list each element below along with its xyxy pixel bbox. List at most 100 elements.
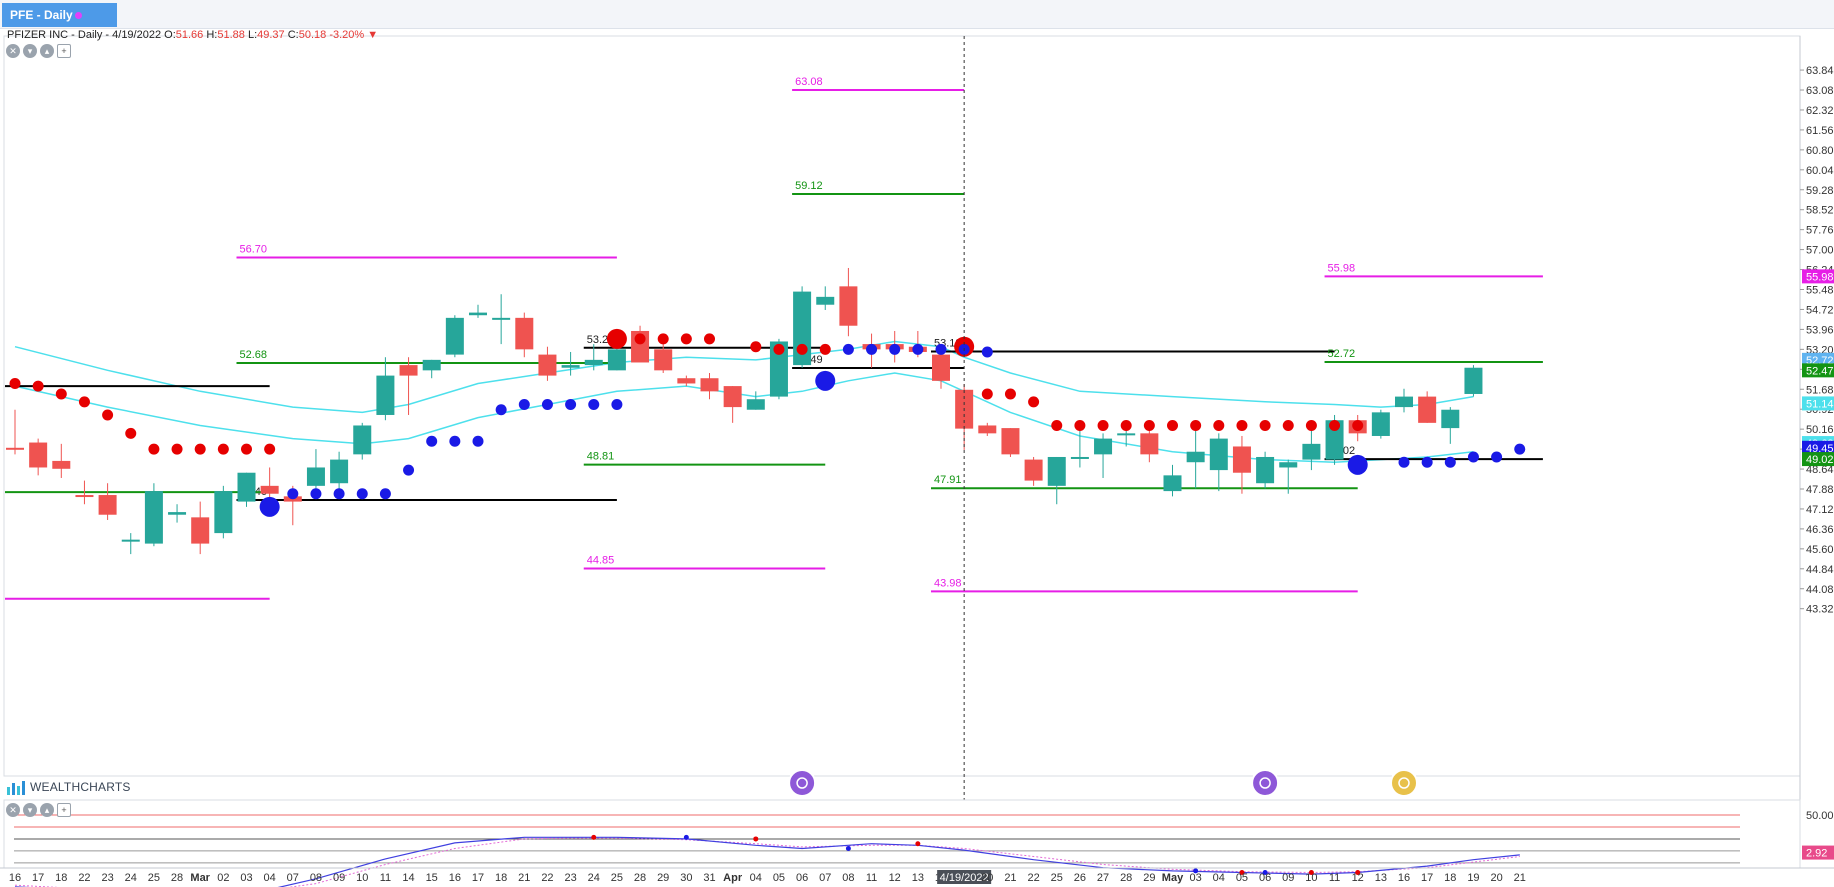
oscillator-signal-line	[14, 837, 1520, 887]
candle-bear	[75, 495, 94, 498]
indicator-settings-icon[interactable]: ▴	[40, 803, 54, 817]
y-tick-label: 44.08	[1806, 584, 1834, 596]
price-tag-label: 52.47	[1806, 365, 1834, 377]
settings-icon[interactable]: ▴	[40, 44, 54, 58]
blue-stop-dot	[866, 343, 878, 355]
candle-bear	[932, 354, 950, 381]
x-tick-label: Mar	[190, 872, 210, 884]
candle-bear	[52, 460, 71, 469]
candle-bull	[1047, 456, 1066, 486]
x-tick-label: 16	[1398, 872, 1410, 884]
level-label: 59.12	[795, 180, 823, 192]
high-value: 51.88	[217, 29, 245, 41]
blue-stop-dot	[426, 435, 438, 447]
timeframe: Daily	[77, 29, 103, 41]
red-stop-dot	[171, 443, 183, 455]
x-tick-label: 21	[518, 872, 530, 884]
level-label: 52.72	[1328, 348, 1356, 360]
oscillator-dot	[1239, 869, 1245, 875]
y-tick-label: 63.08	[1806, 85, 1834, 97]
price-pane	[3, 35, 1801, 777]
x-tick-label: 12	[1352, 872, 1364, 884]
candle-bull	[1186, 451, 1205, 463]
red-stop-dot	[1051, 419, 1063, 431]
x-tick-label: 05	[1236, 872, 1248, 884]
blue-stop-dot	[495, 404, 507, 416]
price-tag-label: 49.02	[1806, 454, 1834, 466]
candle-bear	[1140, 433, 1159, 455]
x-tick-label: 24	[588, 872, 600, 884]
x-tick-label: 11	[1329, 872, 1340, 884]
red-stop-dot	[704, 333, 715, 345]
candle-bear	[1024, 459, 1043, 481]
add-icon[interactable]: +	[57, 44, 71, 58]
y-tick-label: 53.96	[1806, 324, 1834, 336]
candle-bull	[1256, 456, 1275, 484]
red-stop-dot	[102, 409, 114, 421]
y-tick-label: 50.16	[1806, 424, 1834, 436]
y-tick-label: 51.68	[1806, 384, 1834, 396]
price-tag	[1802, 269, 1834, 284]
indicator-add-icon[interactable]: +	[57, 803, 71, 817]
remove-icon[interactable]: ✕	[6, 44, 20, 58]
blue-stop-dot	[565, 398, 577, 410]
candle-bull	[353, 425, 372, 455]
candle-bull	[1070, 456, 1089, 459]
chart-controls: ✕ ▾ ▴ +	[6, 44, 74, 62]
collapse-icon[interactable]: ▾	[23, 44, 37, 58]
oscillator-dot	[1262, 869, 1268, 875]
red-stop-dot	[819, 343, 831, 355]
blue-stop-dot	[1491, 451, 1503, 463]
candle-bull	[144, 491, 163, 544]
y-tick-label: 58.52	[1806, 205, 1834, 217]
level-label: 44.85	[587, 555, 615, 567]
candle-bull	[168, 512, 187, 515]
x-tick-label: 11	[380, 872, 391, 884]
blue-stop-dot	[588, 398, 600, 410]
candle-bear	[6, 447, 24, 450]
candle-bull	[1279, 462, 1298, 468]
open-prefix: O:	[164, 29, 176, 41]
level-label: 55.98	[1328, 262, 1356, 274]
candle-bull	[1371, 412, 1390, 436]
oscillator-dot	[1193, 868, 1199, 874]
red-stop-dot	[750, 341, 762, 353]
red-stop-dot	[9, 377, 21, 389]
candle-bear	[260, 485, 279, 494]
red-stop-dot	[241, 443, 252, 455]
x-tick-label: 07	[287, 872, 299, 884]
red-stop-dot	[78, 396, 90, 408]
blue-stop-dot	[935, 343, 947, 355]
x-tick-label: 28	[171, 872, 183, 884]
x-tick-label: 10	[356, 872, 368, 884]
x-tick-label: 25	[1051, 872, 1063, 884]
chart-tab[interactable]: PFE - Daily	[2, 3, 117, 27]
x-tick-label: 29	[1143, 872, 1155, 884]
x-tick-label: May	[1162, 872, 1184, 884]
blue-stop-dot	[379, 488, 391, 500]
y-tick-label: 60.80	[1806, 145, 1834, 157]
x-tick-label: 22	[1027, 872, 1039, 884]
candle-bear	[1001, 428, 1020, 455]
red-stop-dot	[1352, 419, 1364, 431]
candle-bear	[700, 378, 719, 392]
candle-bull	[1302, 443, 1321, 460]
earnings-icon-glyph	[1398, 777, 1410, 789]
candle-bear	[191, 517, 210, 544]
oscillator-value-tag	[1802, 845, 1834, 860]
indicator-remove-icon[interactable]: ✕	[6, 803, 20, 817]
indicator-collapse-icon[interactable]: ▾	[23, 803, 37, 817]
blue-stop-dot	[472, 435, 484, 447]
x-tick-label: 19	[1467, 872, 1479, 884]
oscillator-dot	[845, 846, 851, 852]
brand-logo: WEALTHCHARTS	[6, 776, 131, 798]
wealthcharts-logo-icon	[7, 781, 25, 795]
oscillator-dot	[591, 834, 597, 840]
blue-stop-dot	[842, 343, 854, 355]
company-name: PFIZER INC	[7, 29, 69, 41]
y-tick-label: 45.60	[1806, 544, 1834, 556]
change-down-icon: ▼	[367, 29, 379, 41]
close-value: 50.18	[298, 29, 327, 41]
candle-bear	[515, 317, 534, 350]
